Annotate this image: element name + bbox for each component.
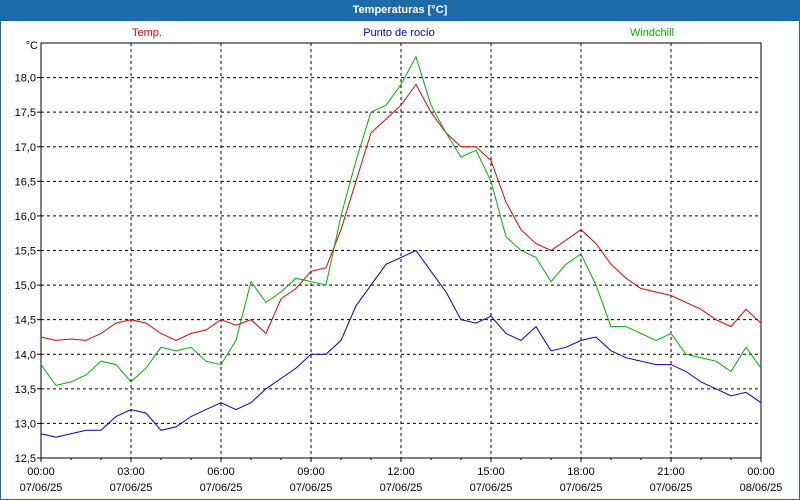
chart-frame: 12,5 13,0 13,5 14,0 14,5 15,0 15,5 16,0 16,5 17,0…	[0, 20, 800, 500]
y-tick-label: 17,0	[15, 142, 36, 154]
x-tick-time: 12:00	[387, 466, 415, 478]
plot-border	[40, 42, 762, 459]
series-line-punto-de-roc-o	[40, 249, 762, 438]
y-tick-label: 14,0	[15, 349, 36, 361]
chart-title: Temperaturas [°C]	[0, 0, 800, 20]
legend-entry: Windchill	[630, 27, 674, 39]
y-tick-label: 15,5	[15, 246, 36, 258]
y-tick-label: 15,0	[15, 280, 36, 292]
y-axis-label: °C	[26, 40, 38, 52]
x-tick-date: 07/06/25	[290, 482, 333, 494]
x-tick-date: 07/06/25	[560, 482, 603, 494]
y-tick-label: 18,0	[15, 73, 36, 85]
y-tick-label: 16,0	[15, 211, 36, 223]
series-line-temp	[40, 83, 762, 341]
legend-entry: Temp.	[132, 27, 162, 39]
x-tick-time: 06:00	[207, 466, 235, 478]
y-tick-label: 14,5	[15, 315, 36, 327]
x-tick-time: 00:00	[747, 466, 775, 478]
x-tick-date: 08/06/25	[740, 482, 783, 494]
x-tick-date: 07/06/25	[650, 482, 693, 494]
grid-lines	[41, 43, 761, 458]
x-tick-date: 07/06/25	[20, 482, 63, 494]
x-tick-time: 00:00	[27, 466, 55, 478]
y-tick-label: 17,5	[15, 107, 36, 119]
axis-labels: 12,5 13,0 13,5 14,0 14,5 15,0 15,5 16,0 16,5 17,0…	[15, 40, 783, 494]
legend: Temp. Punto de rocío Windchill	[132, 27, 674, 39]
legend-entry: Punto de rocío	[363, 27, 435, 39]
x-tick-time: 15:00	[477, 466, 505, 478]
x-tick-date: 07/06/25	[380, 482, 423, 494]
y-tick-label: 13,0	[15, 418, 36, 430]
x-tick-time: 21:00	[657, 466, 685, 478]
y-tick-label: 12,5	[15, 453, 36, 465]
y-tick-label: 16,5	[15, 176, 36, 188]
x-tick-date: 07/06/25	[200, 482, 243, 494]
y-tick-label: 13,5	[15, 384, 36, 396]
series-lines	[40, 55, 762, 438]
x-tick-time: 03:00	[117, 466, 145, 478]
x-tick-date: 07/06/25	[470, 482, 513, 494]
x-tick-date: 07/06/25	[110, 482, 153, 494]
x-tick-time: 09:00	[297, 466, 325, 478]
series-line-windchill	[40, 55, 762, 386]
temperature-chart: 12,5 13,0 13,5 14,0 14,5 15,0 15,5 16,0 16,5 17,0…	[15, 27, 783, 494]
axes	[37, 42, 762, 462]
x-tick-time: 18:00	[567, 466, 595, 478]
